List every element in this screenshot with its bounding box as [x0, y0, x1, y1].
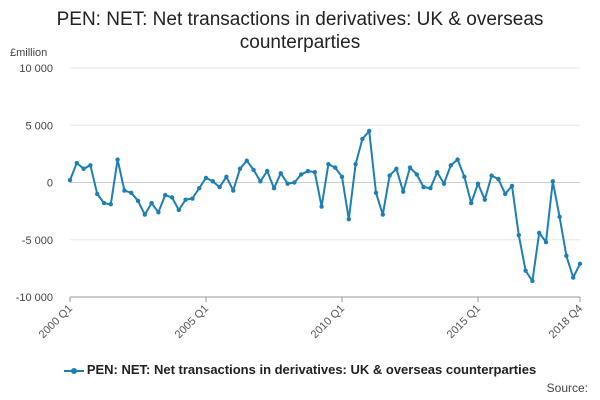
y-tick-label: 5 000	[25, 120, 53, 132]
data-point[interactable]	[81, 166, 86, 171]
data-point[interactable]	[428, 186, 433, 191]
data-point[interactable]	[67, 178, 73, 183]
data-point[interactable]	[564, 253, 569, 258]
data-point[interactable]	[217, 184, 222, 190]
x-axis: 2000 Q1 2005 Q1 2010 Q1 2015 Q1 2018 Q4	[37, 296, 585, 341]
data-point[interactable]	[122, 188, 127, 193]
data-point[interactable]	[380, 212, 385, 217]
y-tick-label: -10 000	[16, 292, 53, 304]
data-point[interactable]	[387, 173, 392, 178]
data-point[interactable]	[414, 172, 419, 177]
data-point[interactable]	[516, 232, 521, 238]
data-point[interactable]	[88, 163, 93, 168]
data-point[interactable]	[285, 181, 290, 186]
data-point[interactable]	[163, 192, 168, 198]
data-point[interactable]	[482, 197, 487, 202]
data-point[interactable]	[74, 160, 80, 166]
data-point[interactable]	[203, 175, 209, 181]
data-point[interactable]	[319, 204, 324, 209]
chart-title-line-2: counterparties	[239, 32, 361, 53]
data-point[interactable]	[95, 191, 100, 197]
data-point[interactable]	[149, 200, 154, 206]
data-point[interactable]	[543, 239, 549, 245]
data-point[interactable]	[135, 198, 141, 204]
data-point[interactable]	[190, 196, 195, 201]
series-line-path	[69, 130, 581, 282]
legend-line-marker-icon	[63, 365, 84, 377]
data-point[interactable]	[489, 173, 494, 178]
chart-title-line-1: PEN: NET: Net transactions in derivative…	[56, 9, 544, 30]
data-point[interactable]	[305, 168, 311, 174]
legend-label: PEN: NET: Net transactions in derivative…	[86, 362, 537, 377]
data-point[interactable]	[156, 210, 161, 215]
data-point[interactable]	[271, 186, 277, 191]
legend[interactable]: PEN: NET: Net transactions in derivative…	[0, 362, 600, 377]
data-point[interactable]	[278, 171, 283, 176]
y-tick-label: 0	[47, 178, 53, 190]
chart-title: PEN: NET: Net transactions in derivative…	[0, 8, 600, 54]
data-point[interactable]	[421, 184, 426, 190]
data-point[interactable]	[333, 165, 338, 170]
x-tick-label: 2010 Q1	[309, 303, 347, 341]
data-point[interactable]	[475, 181, 481, 186]
data-point[interactable]	[360, 136, 365, 142]
data-point[interactable]	[571, 275, 576, 280]
data-point[interactable]	[557, 214, 562, 220]
data-point[interactable]	[496, 176, 501, 182]
data-point[interactable]	[448, 163, 453, 168]
data-point[interactable]	[115, 157, 120, 162]
data-point[interactable]	[530, 278, 535, 284]
data-point[interactable]	[312, 169, 317, 175]
data-point[interactable]	[265, 168, 270, 174]
data-point[interactable]	[394, 166, 399, 171]
data-point[interactable]	[224, 174, 229, 179]
y-tick-label: 10 000	[19, 63, 53, 75]
data-point[interactable]	[231, 188, 236, 193]
data-point[interactable]	[176, 207, 181, 213]
data-point[interactable]	[142, 212, 147, 217]
data-point[interactable]	[197, 186, 202, 191]
data-point[interactable]	[373, 190, 379, 196]
data-point[interactable]	[346, 216, 351, 222]
data-point[interactable]	[367, 128, 372, 134]
data-point[interactable]	[509, 183, 515, 189]
x-tick-label: 2005 Q1	[173, 303, 211, 341]
data-point[interactable]	[353, 161, 358, 167]
data-point[interactable]	[244, 158, 249, 163]
data-point[interactable]	[550, 179, 555, 184]
data-point[interactable]	[326, 161, 331, 167]
data-point[interactable]	[169, 195, 175, 200]
y-axis-label: £million	[10, 47, 47, 59]
data-point[interactable]	[537, 230, 542, 236]
data-point[interactable]	[441, 181, 447, 186]
data-point[interactable]	[299, 172, 304, 177]
data-point[interactable]	[339, 174, 345, 179]
data-point[interactable]	[251, 167, 256, 173]
x-tick-label: 2000 Q1	[37, 303, 75, 341]
data-point[interactable]	[577, 261, 583, 266]
data-point[interactable]	[108, 202, 114, 207]
data-point[interactable]	[435, 169, 440, 175]
data-point[interactable]	[183, 197, 188, 202]
x-tick-label: 2018 Q4	[547, 303, 585, 341]
data-point[interactable]	[292, 180, 297, 185]
data-point[interactable]	[407, 165, 413, 170]
y-tick-label: -5 000	[22, 235, 53, 247]
data-point[interactable]	[101, 200, 107, 206]
data-point[interactable]	[129, 190, 134, 196]
data-point[interactable]	[237, 166, 243, 171]
data-point[interactable]	[455, 157, 460, 162]
data-point[interactable]	[523, 268, 528, 273]
data-point[interactable]	[210, 179, 215, 184]
data-point[interactable]	[401, 189, 406, 194]
x-tick-label: 2015 Q1	[445, 303, 483, 341]
data-point[interactable]	[462, 174, 467, 179]
y-axis-ticks: 10 000 5 000 0 -5 000 -10 000	[16, 63, 53, 304]
data-point[interactable]	[258, 179, 263, 184]
source-label: Source:	[546, 381, 588, 395]
series-line	[67, 128, 583, 284]
data-point[interactable]	[503, 191, 508, 197]
data-point[interactable]	[469, 200, 474, 206]
